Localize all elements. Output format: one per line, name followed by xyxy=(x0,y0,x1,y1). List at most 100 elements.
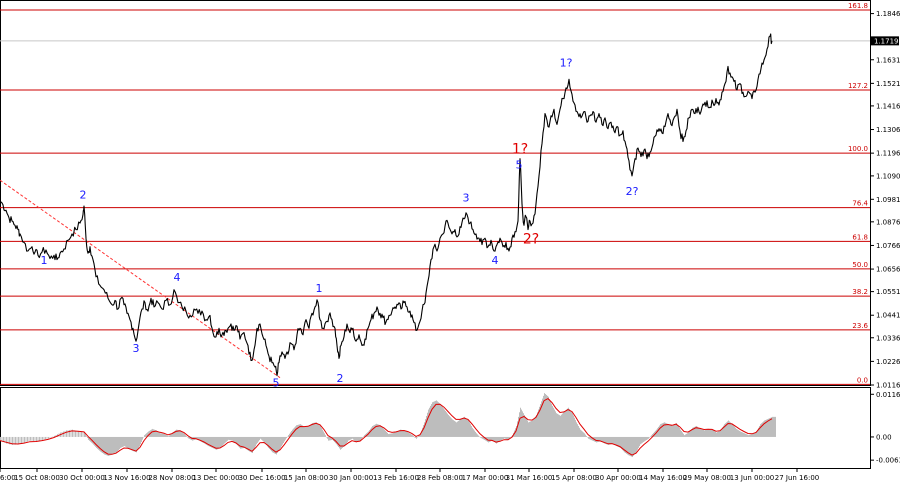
wave-label: 1 xyxy=(41,254,48,267)
oscillator-bar xyxy=(94,436,95,446)
oscillator-bar xyxy=(241,436,242,449)
oscillator-bar xyxy=(507,436,508,440)
oscillator-bar xyxy=(630,436,631,457)
oscillator-bar xyxy=(36,436,37,442)
oscillator-bar xyxy=(670,425,671,437)
oscillator-bar xyxy=(668,424,669,437)
time-tick-label: 14 May 16:00 xyxy=(639,474,687,482)
oscillator-bar xyxy=(225,436,226,443)
oscillator-bar xyxy=(232,436,233,441)
oscillator-bar xyxy=(378,424,379,437)
oscillator-bar xyxy=(556,413,557,437)
oscillator-bar xyxy=(86,436,87,437)
oscillator-bar xyxy=(48,436,49,439)
oscillator-bar xyxy=(579,427,580,437)
oscillator-bar xyxy=(645,436,646,441)
oscillator-bar xyxy=(287,436,288,438)
oscillator-bar xyxy=(460,419,461,437)
oscillator-bar xyxy=(674,424,675,437)
oscillator-bar xyxy=(578,425,579,437)
oscillator-bar xyxy=(210,436,211,447)
oscillator-bar xyxy=(79,431,81,437)
oscillator-bar xyxy=(516,425,517,437)
oscillator-bar xyxy=(725,423,726,437)
oscillator-bar xyxy=(339,436,340,449)
oscillator-bar xyxy=(429,407,430,437)
oscillator-bar xyxy=(22,436,24,443)
oscillator-bar xyxy=(602,436,603,443)
oscillator-bar xyxy=(363,436,364,437)
time-tick-label: 30 Jan 00:00 xyxy=(329,474,373,482)
oscillator-bar xyxy=(337,436,338,446)
oscillator-bar xyxy=(221,436,222,447)
price-tick-label: 1.1090 xyxy=(876,172,900,180)
oscillator-bar xyxy=(518,416,519,437)
oscillator-bar xyxy=(687,433,688,437)
oscillator-bar xyxy=(694,426,695,437)
oscillator-bar xyxy=(295,426,296,437)
oscillator-bar xyxy=(612,436,613,444)
oscillator-bar xyxy=(748,435,749,437)
oscillator-bar xyxy=(31,436,33,441)
oscillator-bar xyxy=(696,425,697,437)
oscillator-bar xyxy=(127,436,128,448)
oscillator-bar xyxy=(466,418,467,437)
oscillator-bar xyxy=(519,412,520,437)
oscillator-bar xyxy=(82,432,84,437)
oscillator-bar xyxy=(307,426,308,437)
oscillator-bar xyxy=(327,436,328,439)
oscillator-bar xyxy=(326,436,327,438)
oscillator-bar xyxy=(28,436,30,442)
oscillator-bar xyxy=(250,436,251,452)
oscillator-bar xyxy=(161,433,162,437)
oscillator-bar xyxy=(148,431,149,437)
oscillator-bar xyxy=(582,431,583,437)
oscillator-bar xyxy=(408,432,409,437)
oscillator-bar xyxy=(572,413,573,437)
oscillator-bar xyxy=(240,436,241,449)
oscillator-bar xyxy=(212,436,213,448)
oscillator-bar xyxy=(637,436,638,450)
oscillator-bar xyxy=(669,424,670,437)
oscillator-bar xyxy=(640,436,641,445)
oscillator-bar xyxy=(684,435,685,437)
oscillator-bar xyxy=(733,425,734,437)
oscillator-bar xyxy=(530,421,531,437)
oscillator-signal-line xyxy=(0,397,773,456)
oscillator-bar xyxy=(480,436,481,438)
oscillator-bar xyxy=(749,434,750,437)
oscillator-bar xyxy=(243,436,244,449)
oscillator-bar xyxy=(738,430,739,437)
oscillator-bar xyxy=(10,436,12,445)
oscillator-bar xyxy=(472,427,473,437)
oscillator-bar xyxy=(141,436,142,442)
oscillator-bar xyxy=(671,425,672,437)
time-tick-label: 30 Apr 00:00 xyxy=(595,474,641,482)
oscillator-bar xyxy=(330,436,331,441)
oscillator-bar xyxy=(435,400,436,437)
oscillator-bar xyxy=(747,434,748,437)
oscillator-bar xyxy=(607,436,608,445)
oscillator-bar xyxy=(405,430,406,437)
oscillator-bar xyxy=(397,431,398,437)
oscillator-bar xyxy=(549,399,550,437)
oscillator-bar xyxy=(7,436,9,444)
oscillator-bar xyxy=(398,430,399,437)
oscillator-bar xyxy=(431,404,432,437)
oscillator-bar xyxy=(447,413,448,437)
price-tick-label: 1.1631 xyxy=(876,56,900,64)
oscillator-bar xyxy=(438,402,439,437)
oscillator-bar xyxy=(312,423,313,437)
oscillator-bar xyxy=(498,436,499,443)
oscillator-bar xyxy=(248,436,249,451)
oscillator-bar xyxy=(772,416,773,437)
time-tick-label: 29 May 08:00 xyxy=(683,474,731,482)
oscillator-bar xyxy=(70,429,72,437)
oscillator-bar xyxy=(372,425,373,437)
oscillator-bar xyxy=(304,426,305,437)
oscillator-bar xyxy=(677,424,678,437)
fib-level-label: 100.0 xyxy=(848,145,868,153)
oscillator-bar xyxy=(440,404,441,437)
oscillator-bar xyxy=(656,429,657,437)
oscillator-bar xyxy=(37,436,39,441)
